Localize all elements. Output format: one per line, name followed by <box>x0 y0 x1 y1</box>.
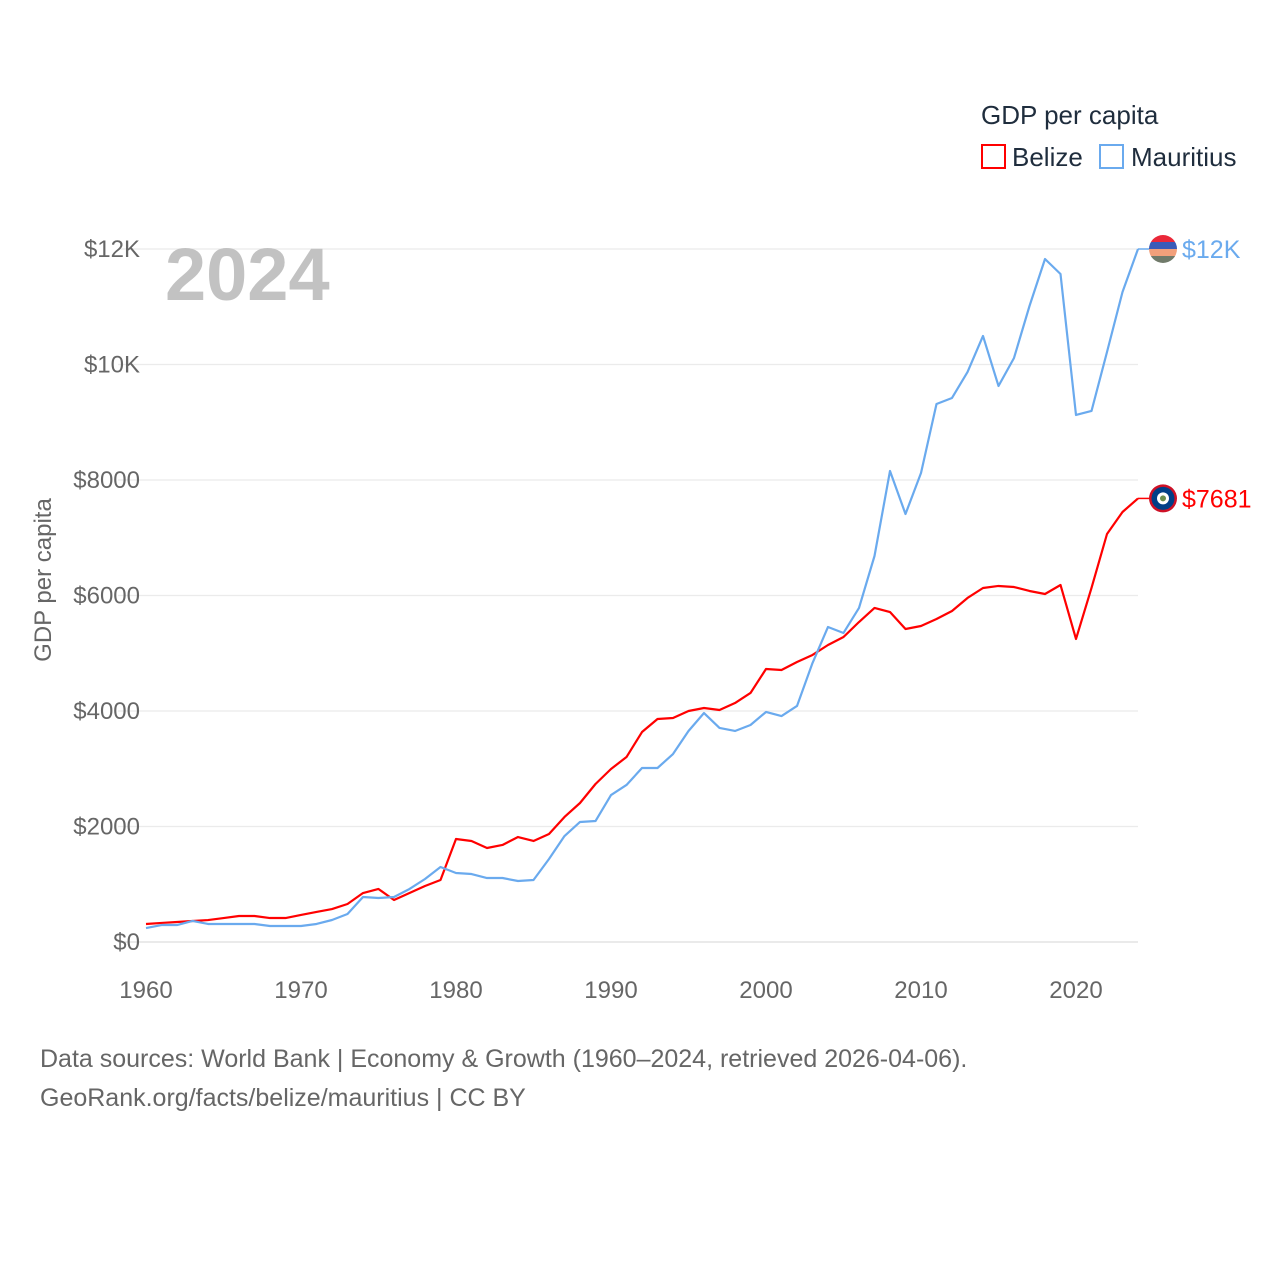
flag-emblem-center <box>1160 495 1166 502</box>
end-labels: $7681 $12K <box>1138 235 1252 513</box>
legend-swatch-mauritius[interactable] <box>1099 144 1124 169</box>
belize-flag-icon <box>1149 484 1177 513</box>
y-tick-label: $0 <box>113 929 140 956</box>
mauritius-flag-icon <box>1149 235 1177 263</box>
y-axis-ticks: $0 $2000 $4000 $6000 $8000 $10K $12K <box>73 236 140 956</box>
legend-title: GDP per capita <box>981 100 1159 130</box>
series-lines <box>145 248 1140 930</box>
legend-swatch-belize[interactable] <box>981 144 1006 169</box>
end-label-mauritius: $12K <box>1182 236 1241 264</box>
y-tick-label: $2000 <box>73 814 140 841</box>
y-tick-label: $8000 <box>73 467 140 494</box>
flag-stripe <box>1149 242 1177 249</box>
x-tick-label: 1970 <box>274 977 327 1004</box>
x-tick-label: 2020 <box>1049 977 1102 1004</box>
flag-stripe <box>1149 256 1177 263</box>
legend: GDP per capita Belize Mauritius <box>981 100 1236 172</box>
series-line-mauritius <box>145 248 1140 930</box>
series-line-belize <box>145 497 1139 926</box>
y-axis-label: GDP per capita <box>30 498 57 662</box>
y-tick-label: $10K <box>84 352 140 379</box>
footer-credit[interactable]: GeoRank.org/facts/belize/mauritius | CC … <box>40 1084 526 1112</box>
x-tick-label: 1960 <box>119 977 172 1004</box>
y-tick-label: $6000 <box>73 583 140 610</box>
year-watermark: 2024 <box>165 233 330 316</box>
x-tick-label: 2000 <box>739 977 792 1004</box>
legend-label-mauritius[interactable]: Mauritius <box>1131 142 1236 172</box>
grid-lines <box>118 248 1138 943</box>
x-tick-label: 1990 <box>584 977 637 1004</box>
x-tick-label: 2010 <box>894 977 947 1004</box>
end-label-belize: $7681 <box>1182 485 1252 513</box>
legend-label-belize[interactable]: Belize <box>1012 142 1083 172</box>
x-tick-label: 1980 <box>429 977 482 1004</box>
footer-sources: Data sources: World Bank | Economy & Gro… <box>40 1045 968 1073</box>
y-tick-label: $4000 <box>73 698 140 725</box>
flag-stripe <box>1149 249 1177 256</box>
y-tick-label: $12K <box>84 236 140 263</box>
flag-stripe <box>1149 235 1177 242</box>
x-axis-ticks: 1960 1970 1980 1990 2000 2010 2020 <box>119 977 1102 1004</box>
